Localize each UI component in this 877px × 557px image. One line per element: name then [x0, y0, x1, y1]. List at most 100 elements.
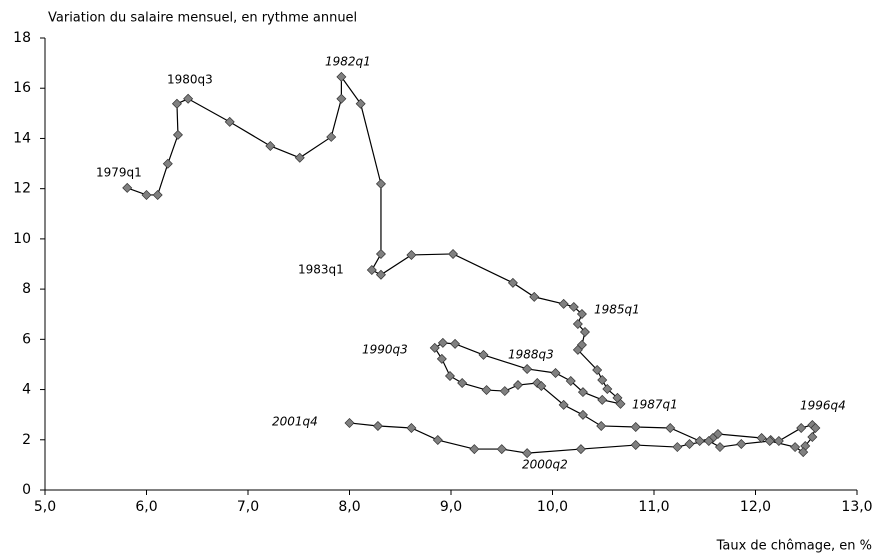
point: [496, 444, 507, 455]
point: [294, 152, 305, 163]
point: [714, 442, 725, 453]
point: [577, 387, 588, 398]
point: [469, 444, 480, 455]
annotation: 2001q4: [272, 415, 318, 429]
point: [736, 439, 747, 450]
point: [224, 116, 235, 127]
annotation: 1996q4: [800, 399, 846, 413]
x-tick-label: 10,0: [537, 499, 568, 515]
y-tick-label: 2: [22, 432, 31, 448]
point: [592, 364, 603, 375]
point: [429, 342, 440, 353]
x-axis-label: Taux de chômage, en %: [716, 539, 872, 554]
x-tick-label: 6,0: [135, 499, 157, 515]
annotation: 2000q2: [522, 458, 568, 472]
point: [265, 140, 276, 151]
point: [773, 436, 784, 447]
point: [162, 158, 173, 169]
annotation: 1979q1: [96, 166, 142, 180]
y-tick-label: 10: [13, 231, 31, 247]
point: [344, 417, 355, 428]
point: [579, 327, 590, 338]
point: [572, 319, 583, 330]
annotation: 1982q1: [325, 55, 371, 69]
y-tick-label: 18: [13, 30, 31, 46]
point: [172, 129, 183, 140]
point: [406, 422, 417, 433]
point: [436, 353, 447, 364]
annotation: 1980q3: [167, 73, 213, 87]
annotation: 1987q1: [632, 398, 678, 412]
point: [630, 440, 641, 451]
point: [536, 381, 547, 392]
point: [558, 298, 569, 309]
point: [507, 277, 518, 288]
x-tick-label: 7,0: [237, 499, 259, 515]
point: [522, 448, 533, 459]
y-tick-label: 8: [22, 281, 31, 297]
point: [565, 376, 576, 387]
y-tick-label: 16: [13, 80, 31, 96]
point: [450, 338, 461, 349]
x-tick-label: 9,0: [440, 499, 462, 515]
point: [576, 308, 587, 319]
point: [336, 71, 347, 82]
y-tick-label: 0: [22, 482, 31, 498]
y-tick-label: 6: [22, 331, 31, 347]
point: [457, 378, 468, 389]
y-tick-label: 4: [22, 382, 31, 398]
point: [807, 432, 818, 443]
x-tick-label: 8,0: [338, 499, 360, 515]
point: [375, 269, 386, 280]
point: [712, 429, 723, 439]
annotation: 1988q3: [508, 348, 554, 362]
point: [630, 421, 641, 432]
point: [568, 301, 579, 312]
point: [550, 367, 561, 378]
point: [444, 371, 455, 381]
point: [437, 337, 448, 348]
point: [572, 344, 583, 355]
point: [406, 249, 417, 260]
point: [577, 409, 588, 420]
point: [684, 439, 695, 450]
point: [703, 436, 714, 447]
annotation: 1985q1: [594, 303, 640, 317]
y-axis-label: Variation du salaire mensuel, en rythme …: [48, 11, 357, 26]
y-tick-label: 12: [13, 181, 31, 197]
annotation: 1983q1: [298, 263, 344, 277]
point: [372, 420, 383, 431]
point: [141, 189, 152, 200]
point: [375, 248, 386, 259]
x-tick-label: 12,0: [740, 499, 771, 515]
x-tick-label: 13,0: [841, 499, 872, 515]
point: [764, 436, 775, 447]
point: [672, 442, 683, 453]
y-tick-label: 14: [13, 130, 31, 146]
point: [602, 384, 613, 395]
point: [326, 131, 337, 142]
point: [122, 182, 133, 193]
series-line: [127, 75, 817, 454]
point: [171, 98, 182, 109]
point: [448, 248, 459, 259]
point: [529, 291, 540, 302]
point: [694, 436, 705, 447]
point: [522, 363, 533, 374]
point: [183, 93, 194, 104]
point: [152, 189, 163, 200]
point: [665, 422, 676, 433]
point: [575, 444, 586, 455]
point: [432, 435, 443, 446]
point: [512, 380, 523, 391]
point: [336, 93, 347, 104]
point: [597, 394, 608, 405]
point: [597, 375, 608, 386]
point: [532, 378, 543, 389]
x-tick-label: 11,0: [638, 499, 669, 515]
point: [810, 422, 821, 433]
point: [798, 447, 809, 458]
point: [478, 349, 489, 360]
point: [375, 178, 386, 189]
